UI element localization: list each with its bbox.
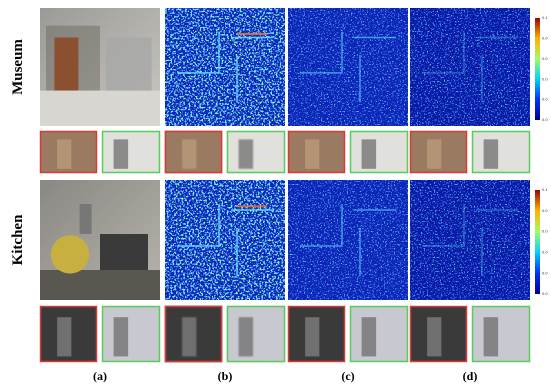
colorbar-tick-label: 0.0 xyxy=(542,35,548,40)
crop-fill xyxy=(350,131,408,173)
error-noise xyxy=(165,180,285,300)
crop-fill xyxy=(472,131,530,173)
error-noise xyxy=(410,8,530,126)
crop-detail xyxy=(305,317,319,356)
basket xyxy=(51,235,89,273)
colorbar xyxy=(535,190,540,294)
colorbar-tick-label: 0.1 xyxy=(542,15,548,20)
error-noise xyxy=(288,8,408,126)
blender xyxy=(80,204,92,234)
crop xyxy=(288,131,345,173)
column-label: (d) xyxy=(463,369,478,383)
crop-detail xyxy=(239,317,254,356)
row-label: Museum xyxy=(10,39,26,95)
crop xyxy=(472,306,530,362)
colorbar-tick-label: 0.0 xyxy=(542,56,548,61)
colorbar-tick-label: 0.0 xyxy=(542,97,548,102)
error-noise xyxy=(165,8,285,126)
colorbar xyxy=(535,18,540,120)
crop-fill xyxy=(102,131,160,173)
plinth xyxy=(40,91,160,126)
colorbar-tick-label: 0.0 xyxy=(542,76,548,81)
case2 xyxy=(106,38,152,97)
colorbar-tick-label: 0.0 xyxy=(542,208,548,213)
machine xyxy=(100,234,148,270)
crop-detail xyxy=(239,139,254,168)
row-label: Kitchen xyxy=(10,214,26,265)
crop-detail xyxy=(305,139,319,168)
crop-fill xyxy=(227,306,285,362)
crop xyxy=(350,306,408,362)
crop-detail xyxy=(362,139,377,168)
colorbar-tick-label: 0.0 xyxy=(542,270,548,275)
crop-fill xyxy=(350,306,408,362)
crop xyxy=(40,306,97,362)
colorbar-tick-label: 0.0 xyxy=(542,291,548,296)
crop-detail xyxy=(57,139,71,168)
photo xyxy=(40,180,160,300)
column-label: (c) xyxy=(341,369,354,383)
crop-fill xyxy=(472,306,530,362)
crop xyxy=(227,306,285,362)
crop xyxy=(288,306,345,362)
crop-detail xyxy=(57,317,71,356)
crop-detail xyxy=(182,317,196,356)
colorbar-tick-label: 0.0 xyxy=(542,249,548,254)
crop-fill xyxy=(227,131,285,173)
colorbar-tick-label: 0.0 xyxy=(542,117,548,122)
statue xyxy=(54,38,78,91)
crop-detail xyxy=(362,317,377,356)
crop-detail xyxy=(427,317,441,356)
crop xyxy=(350,131,408,173)
crop xyxy=(40,131,97,173)
colorbar-tick-label: 0.1 xyxy=(542,187,548,192)
crop-fill xyxy=(102,306,160,362)
crop-detail xyxy=(182,139,196,168)
crop xyxy=(102,131,160,173)
photo xyxy=(40,8,160,126)
crop xyxy=(165,306,222,362)
crop xyxy=(102,306,160,362)
crop xyxy=(410,306,467,362)
crop-detail xyxy=(484,139,499,168)
column-label: (a) xyxy=(93,369,107,383)
column-label: (b) xyxy=(218,369,233,383)
figure: Museum 0.1 0.0 0.0 0.0 0.0 0.0 Kitchen 0.1 0.0 0.0… xyxy=(0,0,551,385)
colorbar-tick-label: 0.0 xyxy=(542,229,548,234)
error-noise xyxy=(288,180,408,300)
crop xyxy=(472,131,530,173)
crop xyxy=(410,131,467,173)
crop-detail xyxy=(114,139,129,168)
error-noise xyxy=(410,180,530,300)
counter xyxy=(40,270,160,300)
crop-detail xyxy=(484,317,499,356)
crop-detail xyxy=(114,317,129,356)
crop-detail xyxy=(427,139,441,168)
crop xyxy=(227,131,285,173)
crop xyxy=(165,131,222,173)
